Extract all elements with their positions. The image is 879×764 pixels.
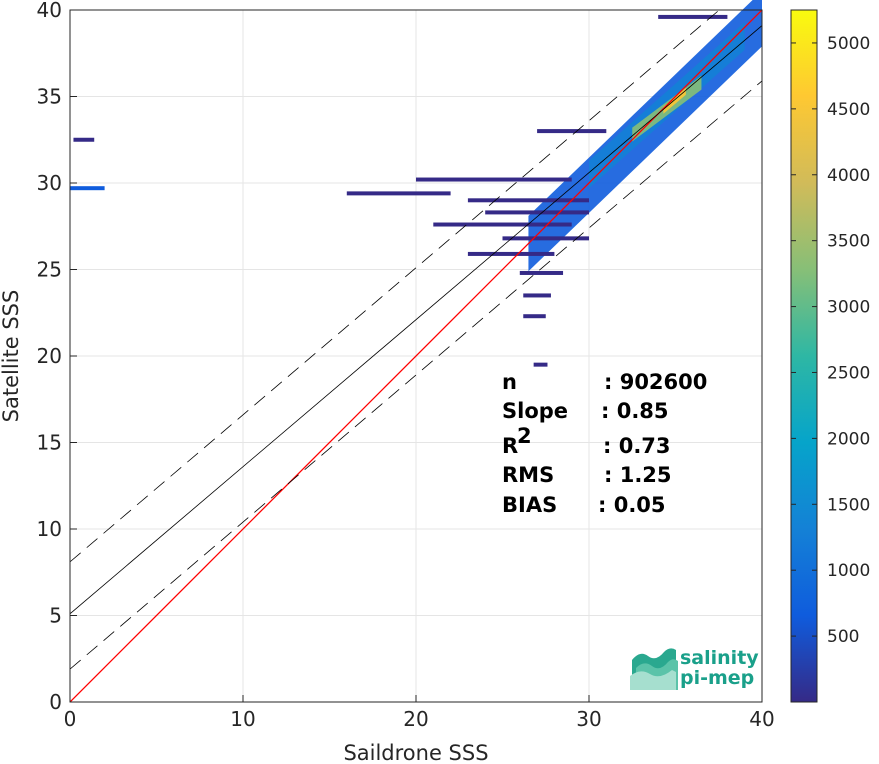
x-axis-title: Saildrone SSS [343, 741, 488, 764]
stats-box: n : 902600 Slope : 0.85 R2 : 0.73 RMS : 1.25 BIA… [502, 370, 707, 517]
y-tick-label: 20 [37, 344, 62, 368]
x-tick-label: 30 [576, 707, 601, 731]
colorbar-tick-label: 500 [827, 627, 859, 647]
density-streak [70, 186, 105, 191]
plot-area [69, 0, 763, 703]
density-streak [658, 14, 728, 19]
density-streak [519, 270, 564, 275]
y-tick-label: 25 [37, 258, 62, 282]
logo-text-pi-mep: pi-mep [680, 667, 754, 689]
density-streak [502, 236, 589, 241]
y-tick-label: 10 [37, 517, 62, 541]
density-streak [346, 191, 451, 196]
reference-lines [70, 10, 762, 702]
y-axis-title: Satellite SSS [0, 290, 23, 423]
colorbar-tick-label: 3000 [827, 298, 870, 318]
density-streak [533, 362, 548, 367]
colorbar-tick-label: 3500 [827, 232, 870, 252]
x-tick-label: 40 [749, 707, 774, 731]
x-axis: 0 10 20 30 40 [64, 695, 775, 731]
y-axis: 0 5 10 15 20 25 30 35 40 [37, 0, 77, 714]
y-tick-label: 5 [49, 604, 62, 628]
colorbar-tick-label: 4500 [827, 100, 870, 120]
density-band [663, 87, 686, 114]
y-tick-label: 35 [37, 85, 62, 109]
colorbar-gradient [790, 9, 818, 703]
stats-value: : 1.25 [604, 463, 672, 487]
regression-line [70, 25, 762, 615]
logo-wave-icon [630, 648, 678, 690]
stats-label: R [502, 434, 518, 458]
density-streak [467, 198, 589, 203]
density-streak [416, 177, 572, 182]
salinity-pi-mep-logo: salinity pi-mep [630, 647, 759, 690]
colorbar-tick-label: 4000 [827, 166, 870, 186]
x-tick-label: 10 [230, 707, 255, 731]
colorbar-ticks: 500 1000 1500 2000 2500 3000 3500 4000 4500 5000 [791, 34, 870, 647]
stats-value: : 0.73 [603, 434, 671, 458]
regression-upper-line [70, 10, 720, 563]
density-streak [523, 293, 551, 298]
colorbar-tick-label: 1000 [827, 561, 870, 581]
y-tick-label: 40 [37, 0, 62, 22]
colorbar-tick-label: 5000 [827, 34, 870, 54]
colorbar-tick-label: 2000 [827, 429, 870, 449]
stats-value: : 0.05 [598, 493, 666, 517]
stats-label: Slope [502, 399, 568, 423]
logo-text-salinity: salinity [680, 647, 759, 669]
stats-value: : 902600 [604, 370, 707, 394]
y-tick-label: 0 [49, 690, 62, 714]
density-streak [467, 251, 555, 256]
colorbar-tick-label: 2500 [827, 363, 870, 383]
x-tick-label: 0 [64, 707, 77, 731]
stats-label: RMS [502, 463, 554, 487]
stats-label: n [502, 370, 517, 394]
y-tick-label: 30 [37, 171, 62, 195]
density-streak [433, 222, 572, 227]
density-streak [485, 210, 589, 215]
colorbar-tick-label: 1500 [827, 495, 870, 515]
stats-superscript: 2 [517, 424, 532, 448]
density-streak [537, 129, 607, 134]
colorbar: 500 1000 1500 2000 2500 3000 3500 4000 4500 5000 [790, 9, 870, 703]
regression-lower-line [70, 80, 762, 670]
identity-line [70, 10, 762, 702]
stats-label: BIAS [502, 493, 557, 517]
stats-value: : 0.85 [601, 399, 669, 423]
density-streak [523, 314, 546, 319]
density-streak [73, 137, 95, 142]
y-tick-label: 15 [37, 431, 62, 455]
x-tick-label: 20 [403, 707, 428, 731]
